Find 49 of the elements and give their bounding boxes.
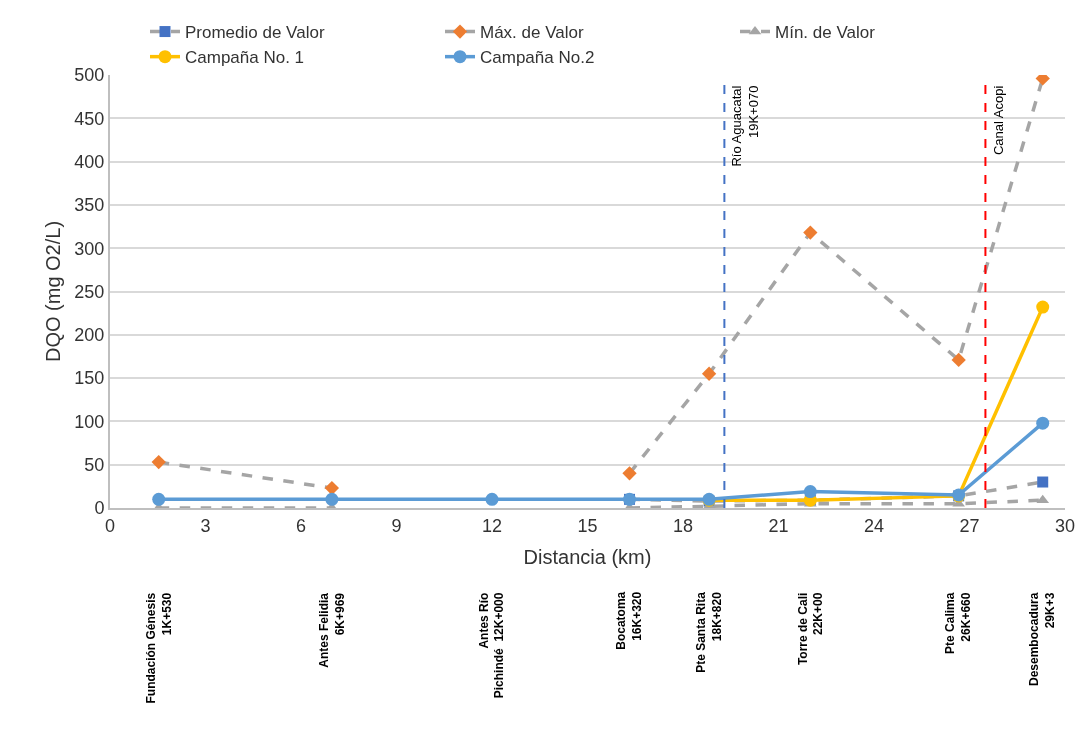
y-tick-label: 500 (74, 65, 105, 86)
point (622, 466, 637, 481)
text: Desembocadura 29K+3 (1027, 592, 1058, 686)
x-tick-label: 12 (481, 515, 503, 536)
y-tick-label: 200 (74, 325, 105, 346)
point (1036, 416, 1050, 430)
x-tick-label: 15 (577, 515, 598, 536)
y-tick-label: 450 (74, 108, 105, 129)
x-tick-label: 3 (200, 515, 211, 536)
ref-line-label: Río Aguacatal 19K+070 (729, 85, 762, 167)
point (485, 492, 499, 506)
x-tick-label: 27 (959, 515, 980, 536)
x-tick-label: 6 (295, 515, 307, 536)
text: Fundación Génesis 1K+530 (143, 592, 174, 704)
y-tick-label: 300 (74, 238, 105, 259)
point (325, 492, 339, 506)
x-tick-label: 18 (672, 515, 694, 536)
point (951, 352, 966, 368)
point (1037, 476, 1049, 488)
text: Antes Felidia 6K+969 (317, 592, 347, 668)
text: Pte Santa Rita 18K+820 (694, 591, 724, 673)
x-tick-label: 9 (391, 515, 402, 536)
y-tick-label: 50 (84, 455, 105, 475)
y-tick-label: 400 (74, 151, 105, 172)
text: Bocatoma 16K+320 (614, 591, 644, 650)
x-tick-label: 21 (768, 515, 789, 536)
x-axis-title: Distancia (km) (523, 545, 652, 568)
point (152, 492, 166, 506)
point (803, 225, 818, 240)
point (701, 366, 717, 381)
ref-line-label: Canal Acopi (990, 85, 1006, 156)
text: Antes Río Pichindé 12K+000 (476, 592, 507, 699)
legend-label: Máx. de Valor (480, 23, 584, 43)
legend-label: Campaña No. 1 (185, 48, 305, 68)
legend-label: Mín. de Valor (775, 23, 876, 43)
y-tick-label: 350 (74, 195, 105, 216)
legend-label: Campaña No.2 (480, 48, 595, 68)
text: Pte Calima 26K+660 (943, 592, 974, 654)
y-axis-title: DQO (mg O2/L) (42, 220, 65, 363)
x-tick-label: 24 (863, 515, 885, 536)
y-tick-label: 0 (94, 498, 105, 519)
legend-label: Promedio de Valor (185, 23, 325, 43)
x-tick-label: 30 (1054, 515, 1076, 536)
point (1036, 300, 1050, 314)
y-tick-label: 100 (74, 411, 105, 432)
text: Torre de Cali 22K+00 (795, 592, 826, 666)
y-tick-label: 250 (74, 281, 105, 302)
y-tick-label: 150 (74, 368, 105, 389)
point (803, 485, 817, 499)
